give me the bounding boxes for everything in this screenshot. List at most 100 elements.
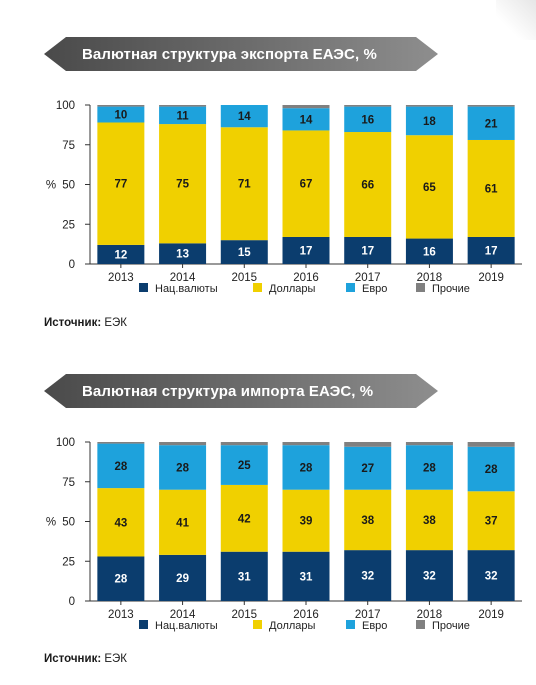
y-tick-label: 75	[62, 140, 75, 152]
data-label: 28	[114, 574, 127, 586]
data-label: 38	[361, 515, 374, 527]
x-tick-label: 2018	[417, 609, 443, 621]
data-label: 37	[485, 516, 498, 528]
bar-segment	[282, 551, 330, 601]
data-label: 32	[423, 571, 436, 583]
y-tick-label: 50	[62, 517, 75, 529]
data-label: 28	[485, 464, 498, 476]
bar-segment	[159, 106, 207, 125]
bar-segment	[467, 491, 515, 551]
import-source-value: ЕЭК	[104, 653, 128, 665]
bar-segment	[282, 108, 330, 131]
bar-segment	[159, 489, 207, 555]
legend-label: Прочие	[432, 283, 470, 295]
bar-segment	[405, 550, 453, 601]
corner-shade	[496, 0, 536, 40]
y-tick-label: 75	[62, 477, 75, 489]
export-chart-title-text: Валютная структура экспорта ЕАЭС, %	[82, 45, 377, 63]
x-tick-label: 2015	[231, 272, 257, 284]
data-label: 14	[238, 111, 251, 123]
export-chart-title: Валютная структура экспорта ЕАЭС, %	[44, 37, 438, 71]
data-label: 17	[485, 245, 498, 257]
import-chart-title-text: Валютная структура импорта ЕАЭС, %	[82, 382, 374, 400]
bar-segment	[159, 554, 207, 601]
data-label: 16	[361, 114, 374, 126]
bar-segment	[97, 244, 145, 264]
legend-label: Доллары	[269, 620, 316, 632]
x-tick-label: 2017	[355, 609, 381, 621]
bar-segment	[344, 132, 392, 237]
data-label: 16	[423, 246, 436, 258]
y-tick-label: 25	[62, 219, 75, 231]
bar-segment	[467, 139, 515, 237]
data-label: 39	[300, 516, 313, 528]
import-source: Источник: ЕЭК	[44, 653, 127, 665]
x-tick-label: 2013	[108, 272, 134, 284]
data-label: 65	[423, 182, 436, 194]
legend-swatch	[416, 283, 425, 292]
data-label: 28	[114, 461, 127, 473]
legend-swatch	[139, 620, 148, 629]
y-tick-label: 0	[69, 259, 75, 271]
bar-segment	[282, 105, 330, 109]
x-tick-label: 2019	[478, 609, 504, 621]
bar-segment	[159, 105, 207, 107]
data-label: 21	[485, 118, 498, 130]
bar-segment	[344, 236, 392, 264]
bar-segment	[467, 236, 515, 264]
y-tick-label: 100	[56, 100, 75, 112]
bar-segment	[220, 105, 268, 128]
bar-segment	[405, 442, 453, 446]
y-tick-label: 50	[62, 180, 75, 192]
legend-label: Евро	[362, 620, 387, 632]
bar-segment	[220, 551, 268, 601]
data-label: 27	[361, 463, 374, 475]
bar-segment	[97, 556, 145, 601]
legend-label: Евро	[362, 283, 387, 295]
data-label: 15	[238, 247, 251, 259]
data-label: 31	[238, 571, 251, 583]
x-tick-label: 2017	[355, 272, 381, 284]
legend-label: Доллары	[269, 283, 316, 295]
x-tick-label: 2013	[108, 609, 134, 621]
data-label: 71	[238, 179, 251, 191]
export-source: Источник: ЕЭК	[44, 317, 127, 329]
legend-swatch	[139, 283, 148, 292]
bar-segment	[97, 106, 145, 123]
data-label: 31	[300, 571, 313, 583]
y-axis-label: %	[46, 517, 56, 529]
legend-swatch	[346, 620, 355, 629]
bar-segment	[159, 243, 207, 264]
data-label: 77	[114, 179, 127, 191]
bar-segment	[97, 105, 145, 107]
legend-label: Нац.валюты	[155, 620, 218, 632]
bar-segment	[405, 135, 453, 239]
data-label: 41	[176, 517, 189, 529]
data-label: 18	[423, 116, 436, 128]
bar-segment	[405, 489, 453, 551]
x-tick-label: 2016	[293, 609, 319, 621]
data-label: 12	[114, 249, 127, 261]
bar-segment	[97, 488, 145, 557]
y-tick-label: 25	[62, 556, 75, 568]
bar-segment	[282, 489, 330, 552]
data-label: 14	[300, 114, 313, 126]
y-tick-label: 100	[56, 437, 75, 449]
y-tick-label: 0	[69, 596, 75, 608]
bar-segment	[405, 105, 453, 107]
data-label: 61	[485, 183, 498, 195]
bar-segment	[344, 106, 392, 133]
data-label: 28	[423, 462, 436, 474]
export-source-value: ЕЭК	[104, 317, 128, 329]
bar-segment	[220, 240, 268, 264]
data-label: 17	[300, 245, 313, 257]
bar-segment	[344, 550, 392, 601]
bar-segment	[220, 445, 268, 485]
x-tick-label: 2016	[293, 272, 319, 284]
bar-segment	[467, 442, 515, 447]
import-source-label: Источник:	[44, 653, 102, 665]
data-label: 66	[361, 180, 374, 192]
x-tick-label: 2018	[417, 272, 443, 284]
bar-segment	[159, 442, 207, 446]
data-label: 25	[238, 460, 251, 472]
